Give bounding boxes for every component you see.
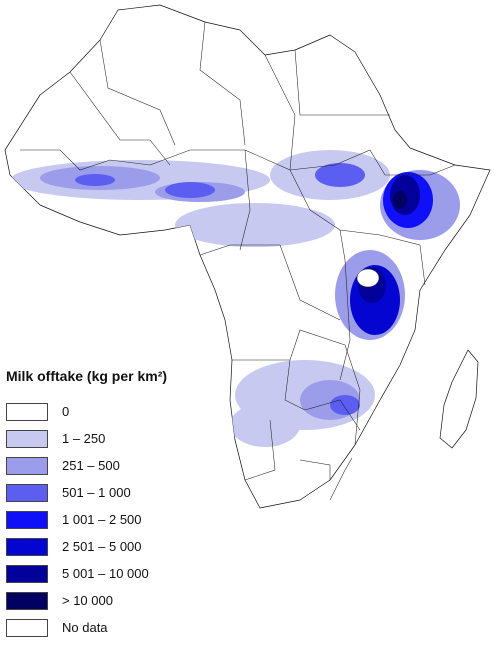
legend-label: No data (62, 620, 108, 635)
legend: Milk offtake (kg per km²) 0 1 – 250 251 … (6, 368, 216, 641)
legend-label: 0 (62, 404, 70, 419)
madagascar-island (439, 349, 479, 449)
legend-swatch (6, 429, 48, 448)
legend-item: 251 – 500 (6, 452, 216, 479)
legend-item: No data (6, 614, 216, 641)
legend-swatch (6, 537, 48, 556)
offtake-shading (10, 150, 460, 447)
legend-item: 1 001 – 2 500 (6, 506, 216, 533)
legend-label: 251 – 500 (62, 458, 120, 473)
lake-victoria (356, 268, 380, 288)
legend-item: > 10 000 (6, 587, 216, 614)
legend-label: 2 501 – 5 000 (62, 539, 142, 554)
legend-swatch (6, 510, 48, 529)
legend-title: Milk offtake (kg per km²) (6, 368, 168, 384)
legend-swatch (6, 618, 48, 637)
legend-item: 5 001 – 10 000 (6, 560, 216, 587)
legend-swatch (6, 402, 48, 421)
legend-swatch (6, 483, 48, 502)
legend-label: 1 001 – 2 500 (62, 512, 142, 527)
legend-label: 1 – 250 (62, 431, 106, 446)
legend-label: > 10 000 (62, 593, 113, 608)
legend-swatch (6, 456, 48, 475)
legend-swatch (6, 564, 48, 583)
legend-item: 501 – 1 000 (6, 479, 216, 506)
legend-swatch (6, 591, 48, 610)
legend-item: 1 – 250 (6, 425, 216, 452)
legend-item: 2 501 – 5 000 (6, 533, 216, 560)
legend-label: 5 001 – 10 000 (62, 566, 149, 581)
country-borders (20, 21, 456, 501)
legend-label: 501 – 1 000 (62, 485, 131, 500)
legend-item: 0 (6, 398, 216, 425)
